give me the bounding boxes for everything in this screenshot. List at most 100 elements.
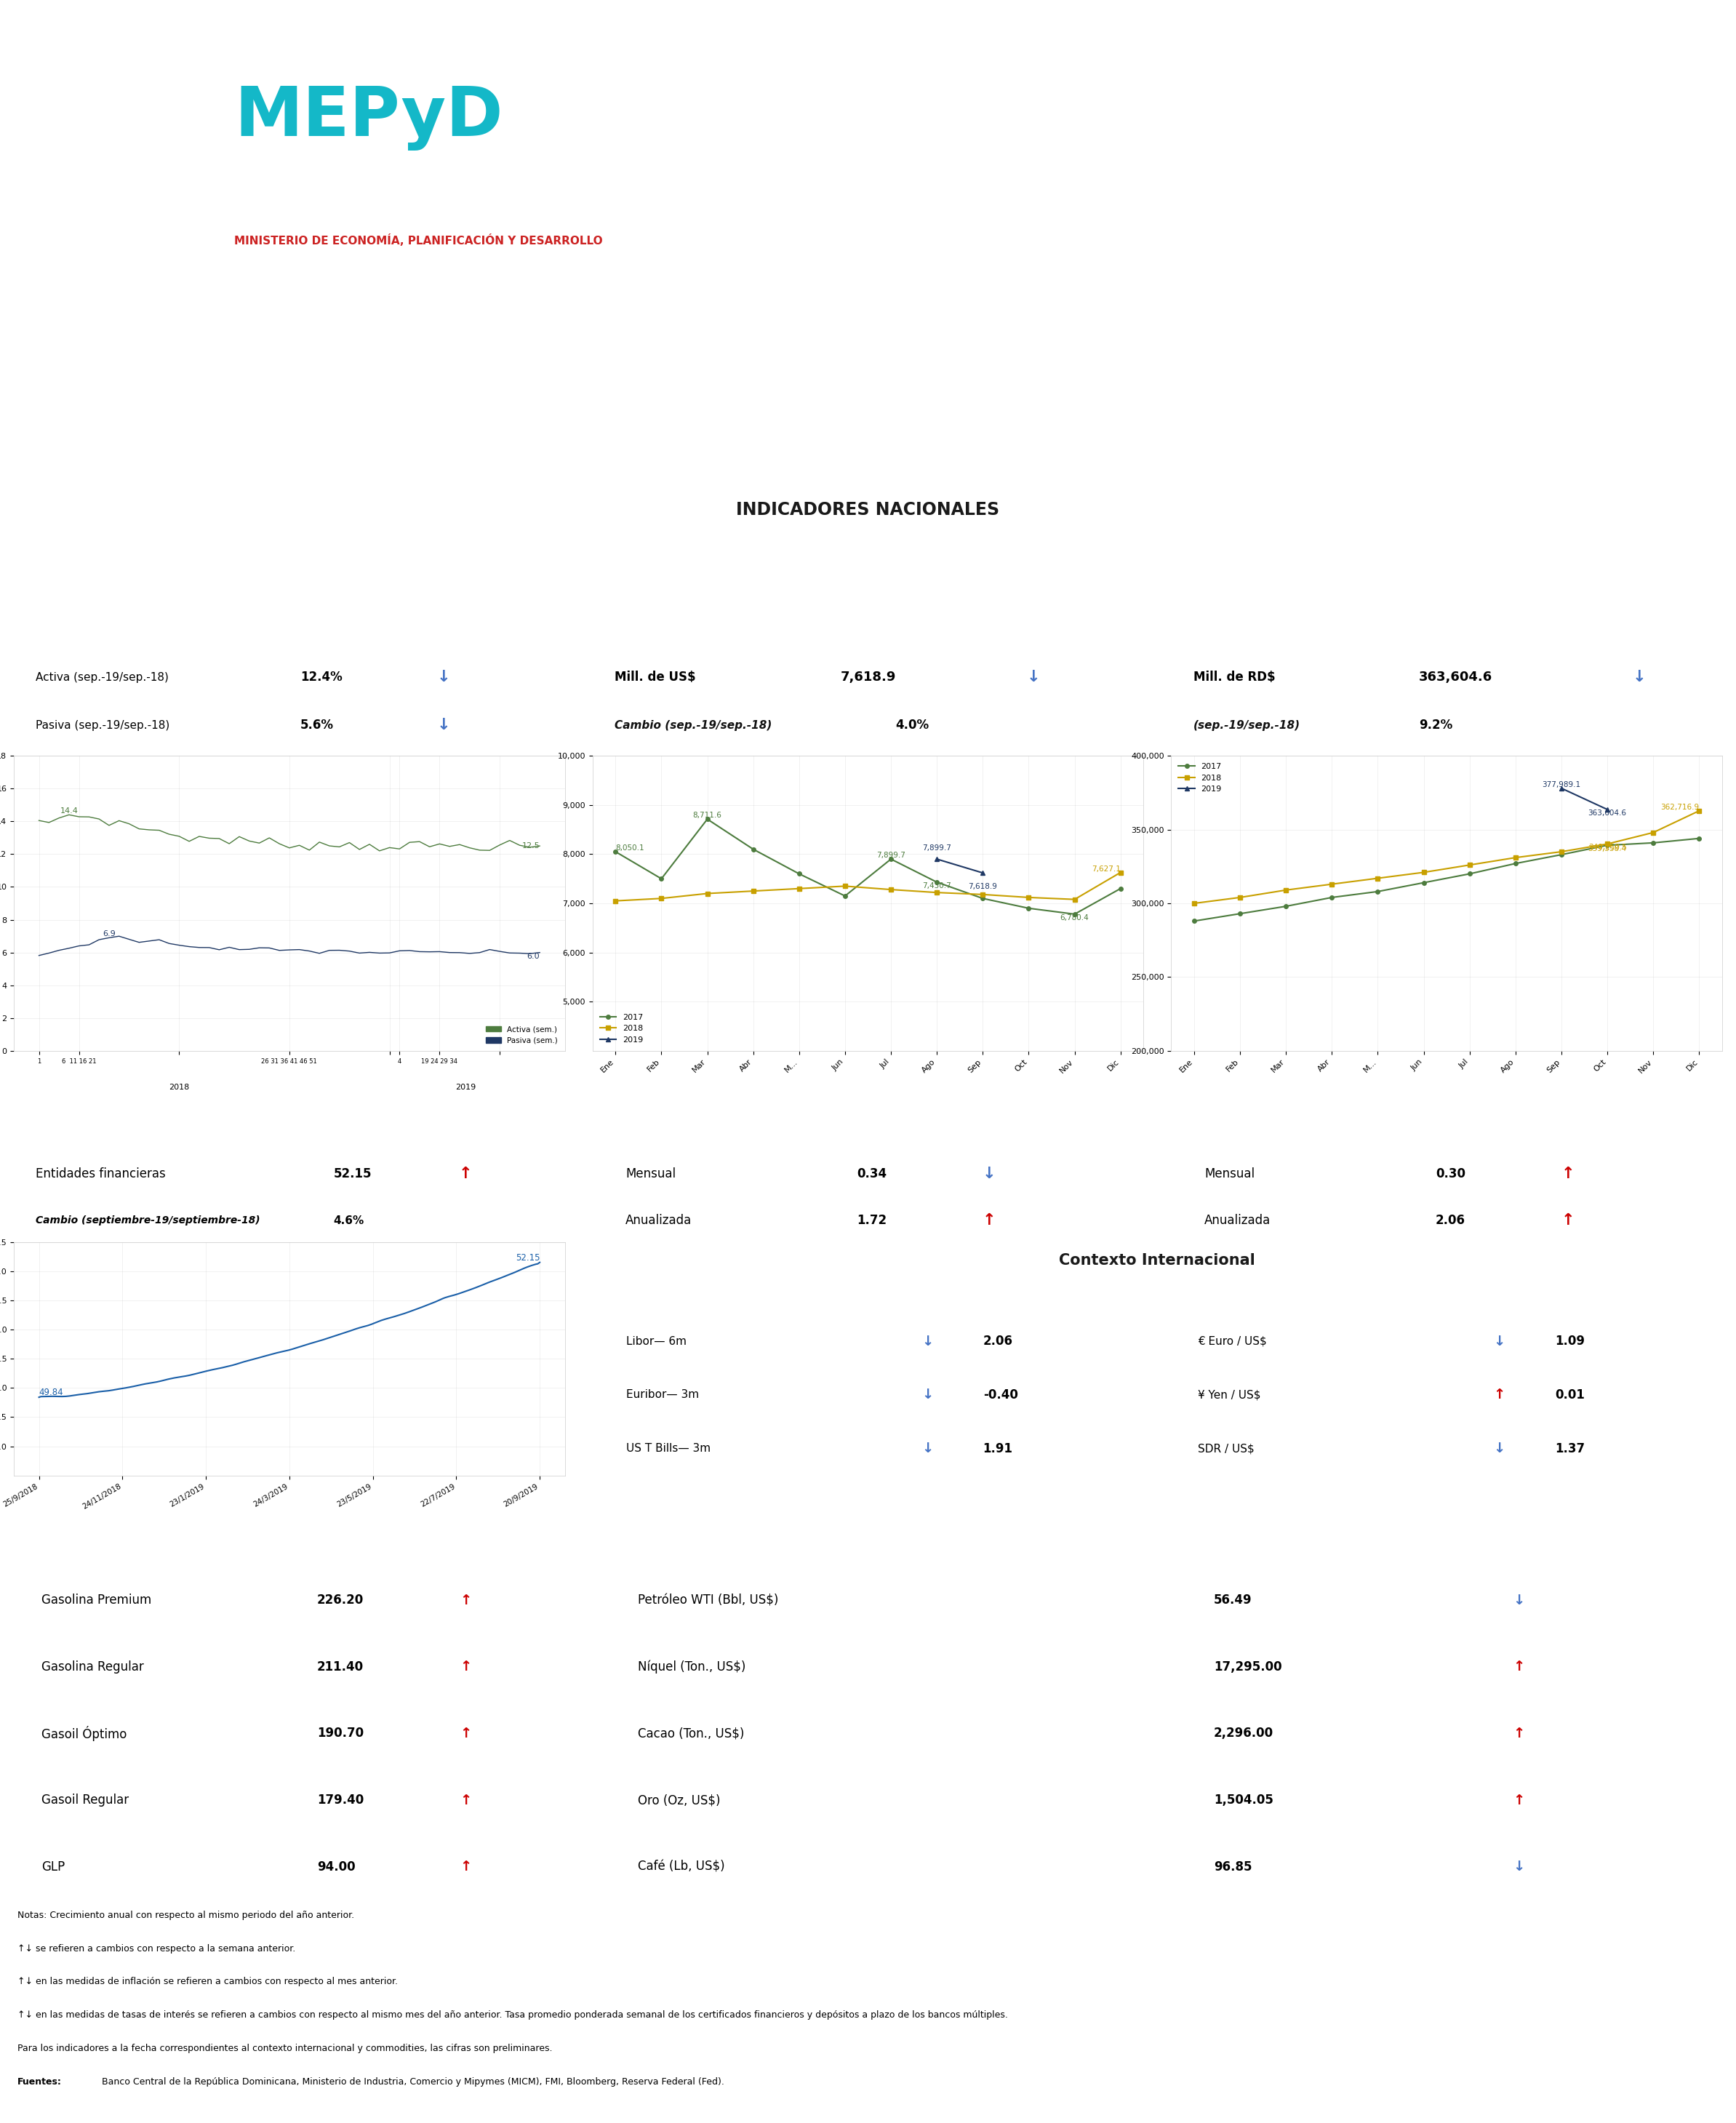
Pasiva (sem.): [28, 943, 49, 968]
Text: ↓: ↓: [1632, 671, 1646, 684]
Pasiva (sem.): [370, 940, 391, 966]
Text: -0.40: -0.40: [983, 1388, 1017, 1401]
Text: 0.30: 0.30: [1436, 1168, 1465, 1180]
Text: 2,296.00: 2,296.00: [1213, 1726, 1274, 1741]
Text: Anualizada: Anualizada: [1205, 1214, 1271, 1227]
Text: Cambio (sep.-19/sep.-18): Cambio (sep.-19/sep.-18): [615, 720, 773, 730]
2017: [927, 870, 948, 896]
Activa (sem.): [149, 817, 170, 843]
Text: (al 23 de septiembre de 2019): (al 23 de septiembre de 2019): [212, 626, 366, 637]
Text: 8,711.6: 8,711.6: [693, 811, 722, 819]
2018: [1550, 839, 1571, 864]
Text: Mensual: Mensual: [1205, 1168, 1255, 1180]
Text: ↓: ↓: [1026, 671, 1040, 684]
Text: ↑↓ se refieren a cambios con respecto a la semana anterior.: ↑↓ se refieren a cambios con respecto a …: [17, 1945, 295, 1953]
2018: [1229, 885, 1250, 911]
Text: Mill. de US$: Mill. de US$: [615, 671, 696, 684]
2018: [927, 879, 948, 904]
Text: Euribor— 3m: Euribor— 3m: [627, 1388, 700, 1401]
Text: Semana del 21 al 27 septiembre de 2019, RD$/Gl: Semana del 21 al 27 septiembre de 2019, …: [170, 1543, 410, 1554]
2018: [1064, 887, 1085, 913]
2017: [1550, 843, 1571, 868]
Text: € Euro / US$: € Euro / US$: [1198, 1335, 1267, 1346]
2018: [1368, 866, 1389, 892]
2017: [1642, 830, 1663, 856]
Text: Tasas de interés: Tasas de interés: [816, 1287, 927, 1299]
Text: ↓: ↓: [922, 1388, 934, 1401]
2018: [1597, 832, 1618, 858]
Text: ↑: ↑: [460, 1726, 472, 1741]
Text: 363,604.6: 363,604.6: [1418, 671, 1493, 684]
Text: (al 20 de septiembre de 2019): (al 20 de septiembre de 2019): [1370, 626, 1524, 637]
Text: (al 24 de septiembre de 2019): (al 24 de septiembre de 2019): [802, 1301, 941, 1312]
Text: US T Bills— 3m: US T Bills— 3m: [627, 1444, 710, 1454]
2017: [1019, 896, 1040, 921]
2017: [972, 885, 993, 911]
2018: [606, 887, 627, 913]
Text: SDR / US$: SDR / US$: [1198, 1444, 1255, 1454]
2019: [972, 860, 993, 885]
Text: MINISTERIO DE ECONOMÍA, PLANIFICACIÓN Y DESARROLLO: MINISTERIO DE ECONOMÍA, PLANIFICACIÓN Y …: [234, 234, 602, 246]
Text: 340,250.5: 340,250.5: [1588, 845, 1627, 851]
2018: [696, 881, 717, 907]
Text: ↓: ↓: [437, 718, 450, 732]
Text: Pasiva (sep.-19/sep.-18): Pasiva (sep.-19/sep.-18): [36, 720, 170, 730]
Legend: 2017, 2018, 2019: 2017, 2018, 2019: [597, 1011, 646, 1047]
2019: [1550, 775, 1571, 800]
2017: [880, 847, 901, 873]
Text: 226.20: 226.20: [318, 1594, 363, 1607]
Text: 7,627.1: 7,627.1: [1092, 866, 1120, 873]
Activa (sem.): [28, 807, 49, 832]
2017: [651, 866, 672, 892]
Text: (al 25 de septiembre de 2019): (al 25 de septiembre de 2019): [1373, 1301, 1512, 1312]
Text: Libor— 6m: Libor— 6m: [627, 1335, 686, 1346]
2018: [1321, 870, 1342, 896]
Text: ↑: ↑: [983, 1214, 996, 1227]
Text: 4.0%: 4.0%: [896, 720, 929, 732]
2017: [1460, 862, 1481, 887]
Text: Inflación subyacente (%): Inflación subyacente (%): [1356, 1089, 1538, 1102]
2017: [1276, 894, 1297, 919]
Line: Activa (sem.): Activa (sem.): [38, 815, 540, 851]
Text: 2019: 2019: [455, 1083, 476, 1091]
Text: 9.2%: 9.2%: [1418, 720, 1453, 732]
Text: (al 25 de septiembre de 2019): (al 25 de septiembre de 2019): [1083, 1543, 1231, 1554]
Text: 1.91: 1.91: [983, 1442, 1012, 1454]
Line: Pasiva (sem.): Pasiva (sem.): [38, 936, 540, 955]
Text: ↓: ↓: [922, 1442, 934, 1456]
2017: [1505, 851, 1526, 877]
Text: 363,604.6: 363,604.6: [1588, 809, 1627, 817]
Text: Gasolina Regular: Gasolina Regular: [42, 1660, 144, 1673]
Text: Tasas de Interés Banca Múltiple: Tasas de Interés Banca Múltiple: [172, 584, 406, 597]
Text: 339,358.4: 339,358.4: [1588, 845, 1627, 853]
Text: 377,989.1: 377,989.1: [1542, 781, 1581, 788]
2019: [1597, 796, 1618, 822]
Text: Para los indicadores a la fecha correspondientes al contexto internacional y com: Para los indicadores a la fecha correspo…: [17, 2044, 552, 2053]
Text: 17,295.00: 17,295.00: [1213, 1660, 1281, 1673]
Text: 96.85: 96.85: [1213, 1860, 1252, 1872]
Activa (sem.): [378, 834, 399, 860]
Text: ↓: ↓: [1512, 1592, 1524, 1607]
Text: 7,899.7: 7,899.7: [922, 845, 951, 851]
2017: [743, 836, 764, 862]
2018: [1642, 819, 1663, 845]
Text: Notas: Crecimiento anual con respecto al mismo periodo del año anterior.: Notas: Crecimiento anual con respecto al…: [17, 1911, 354, 1919]
Text: ↓: ↓: [922, 1333, 934, 1348]
Text: UNIDAD ASESORA DE ANÁLISIS ECONÓMICO Y SOCIAL: UNIDAD ASESORA DE ANÁLISIS ECONÓMICO Y S…: [533, 344, 1203, 365]
2019: [927, 847, 948, 873]
Text: (agosto 2019): (agosto 2019): [1411, 1132, 1483, 1140]
Text: Oro (Oz, US$): Oro (Oz, US$): [637, 1794, 720, 1807]
2018: [1019, 885, 1040, 911]
2017: [1413, 870, 1434, 896]
Text: ↑↓ en las medidas de inflación se refieren a cambios con respecto al mes anterio: ↑↓ en las medidas de inflación se refier…: [17, 1977, 398, 1987]
Text: ↑: ↑: [460, 1794, 472, 1807]
Text: Precios de los combustibles: Precios de los combustibles: [187, 1507, 392, 1520]
2017: [1109, 877, 1130, 902]
2018: [835, 873, 856, 898]
Text: 12.5: 12.5: [523, 843, 540, 849]
Text: 94.00: 94.00: [318, 1860, 356, 1872]
Text: ↑: ↑: [1561, 1214, 1575, 1227]
Line: 2018: 2018: [1193, 809, 1701, 904]
Text: ↓: ↓: [1493, 1442, 1505, 1456]
Text: Medio Circulante (M1): Medio Circulante (M1): [1364, 584, 1528, 597]
